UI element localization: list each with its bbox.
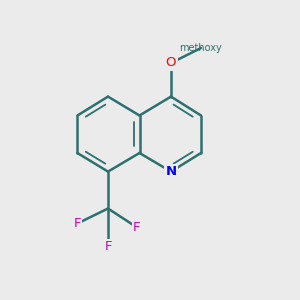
Text: O: O <box>166 56 176 70</box>
Text: N: N <box>165 165 177 178</box>
Text: F: F <box>74 217 81 230</box>
Text: F: F <box>104 240 112 253</box>
Text: F: F <box>133 220 140 234</box>
Text: methoxy: methoxy <box>180 43 222 53</box>
